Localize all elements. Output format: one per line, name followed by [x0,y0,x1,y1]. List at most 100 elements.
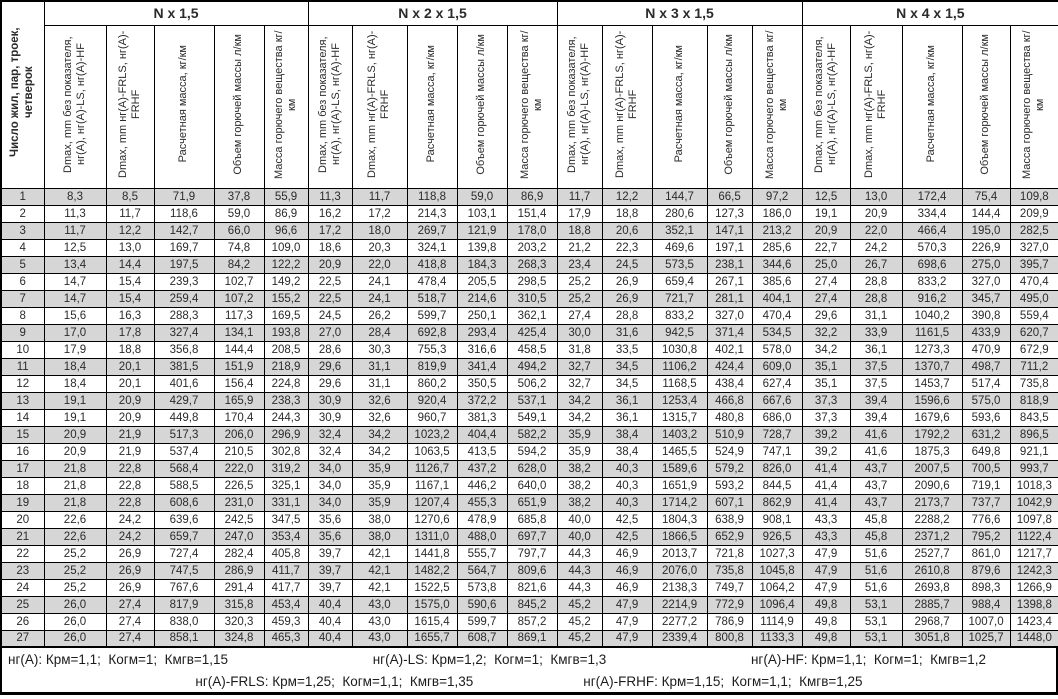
table-cell: 659,4 [651,272,708,291]
table-cell: 2288,2 [901,510,963,529]
table-cell: 32,4 [307,425,353,444]
table-cell: 494,2 [506,357,558,376]
table-cell: 390,8 [961,306,1011,325]
table-cell: 34,5 [601,374,653,393]
table-cell: 1273,3 [901,340,963,359]
table-cell: 44,3 [556,544,603,563]
table-cell: 638,9 [706,510,753,529]
table-cell: 39,2 [801,442,851,461]
table-cell: 1025,7 [961,629,1011,648]
table-cell: 2610,8 [901,561,963,580]
table-row: 19 21,8 22,8 608,6 231,0 331,1 34,0 35,9 1207,4 4… [0,493,1058,512]
table-cell: 84,2 [213,255,265,274]
table-cell: 579,2 [706,459,753,478]
table-cell: 47,9 [601,629,653,648]
table-cell: 55,9 [263,187,309,206]
table-cell: 446,2 [456,476,508,495]
table-cell: 1027,3 [751,544,803,563]
table-cell: 524,9 [706,442,753,461]
table-cell: 667,6 [751,391,803,410]
table-cell: 735,8 [1009,374,1058,393]
table-cell: 178,0 [506,221,558,240]
table-cell: 34,2 [801,340,851,359]
table-cell: 38,4 [601,442,653,461]
table-cell: 404,4 [456,425,508,444]
table-cell: 22,5 [307,289,353,308]
table-cell: 651,9 [506,493,558,512]
table-cell: 26,9 [105,561,155,580]
table-cell: 25,2 [43,544,107,563]
table-cell: 155,2 [263,289,309,308]
table-cell: 916,2 [901,289,963,308]
table-cell: 195,0 [961,221,1011,240]
table-row: 18 21,8 22,8 588,5 226,5 325,1 34,0 35,9 1167,1 4… [0,476,1058,495]
table-cell: 316,6 [456,340,508,359]
table-cell: 20,9 [105,391,155,410]
table-cell: 24,2 [849,238,903,257]
table-cell: 628,0 [506,459,558,478]
table-cell: 749,7 [706,578,753,597]
table-cell: 372,2 [456,391,508,410]
table-cell: 599,7 [406,306,458,325]
table-cell: 1615,4 [406,612,458,631]
table-cell: 74,8 [213,238,265,257]
table-cell: 590,6 [456,595,508,614]
table-cell: 908,1 [751,510,803,529]
table-cell: 36,1 [849,340,903,359]
table-cell: 109,8 [1009,187,1058,206]
table-row: 23 25,2 26,9 747,5 286,9 411,7 39,7 42,1 1482,2 5… [0,561,1058,580]
table-cell: 244,3 [263,408,309,427]
table-cell: 53,1 [849,595,903,614]
table-cell: 818,9 [1009,391,1058,410]
table-cell: 631,2 [961,425,1011,444]
table-cell: 2277,2 [651,612,708,631]
column-header-g4-c2: Dmax, mm нг(A)-FRLS, нг(A)-FRHF [849,24,903,189]
table-cell: 517,4 [961,374,1011,393]
table-cell: 280,6 [651,204,708,223]
table-cell: 238,3 [263,391,309,410]
table-cell: 470,4 [1009,272,1058,291]
table-cell: 826,0 [751,459,803,478]
notes-line-1: нг(A): Крм=1,1; Когм=1; Кмгв=1,15 нг(A)-L… [2,648,1056,670]
table-cell: 2173,7 [901,493,963,512]
table-cell: 27,0 [307,323,353,342]
table-cell: 41,6 [849,442,903,461]
table-cell: 2138,3 [651,578,708,597]
table-cell: 22,7 [801,238,851,257]
row-number: 3 [0,221,45,240]
table-cell: 31,8 [556,340,603,359]
table-cell: 49,8 [801,629,851,648]
table-cell: 17,9 [43,340,107,359]
table-cell: 35,9 [556,442,603,461]
table-cell: 2090,6 [901,476,963,495]
table-cell: 34,0 [307,459,353,478]
table-cell: 424,4 [706,357,753,376]
table-cell: 20,9 [43,425,107,444]
table-cell: 1126,7 [406,459,458,478]
table-cell: 1311,0 [406,527,458,546]
table-cell: 833,2 [901,272,963,291]
coefficient-notes: нг(A): Крм=1,1; Когм=1; Кмгв=1,15 нг(A)-L… [0,648,1058,695]
table-cell: 134,1 [213,323,265,342]
table-cell: 11,7 [43,221,107,240]
table-cell: 26,2 [351,306,408,325]
table-cell: 755,3 [406,340,458,359]
table-cell: 203,2 [506,238,558,257]
table-body: 1 8,3 8,5 71,9 37,8 55,9 11,3 11,7 118,8 59,0 86,9… [0,187,1058,648]
table-cell: 43,3 [801,527,851,546]
row-number: 26 [0,612,45,631]
table-cell: 1167,1 [406,476,458,495]
table-cell: 639,6 [153,510,215,529]
table-cell: 1253,4 [651,391,708,410]
table-cell: 26,9 [105,544,155,563]
row-number: 5 [0,255,45,274]
table-cell: 371,4 [706,323,753,342]
table-cell: 3051,8 [901,629,963,648]
table-cell: 350,5 [456,374,508,393]
table-cell: 231,0 [213,493,265,512]
table-cell: 1403,2 [651,425,708,444]
table-cell: 488,0 [456,527,508,546]
table-cell: 109,0 [263,238,309,257]
table-cell: 1168,5 [651,374,708,393]
column-header-g3-c2: Dmax, mm нг(A)-FRLS, нг(A)-FRHF [601,24,653,189]
